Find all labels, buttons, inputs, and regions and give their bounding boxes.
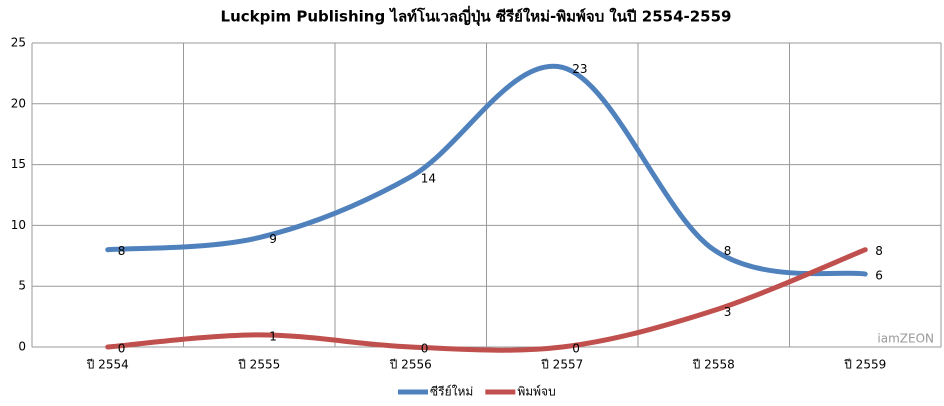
data-label: 0 [421, 342, 429, 356]
data-label: 9 [269, 232, 277, 246]
y-tick-label: 15 [11, 157, 26, 171]
y-tick-label: 0 [18, 340, 26, 354]
data-label: 0 [572, 342, 580, 356]
watermark: iamZEON [877, 332, 934, 346]
x-tick-label: ปี 2555 [238, 358, 281, 372]
y-tick-label: 10 [11, 218, 26, 232]
y-tick-label: 25 [11, 36, 26, 50]
data-label: 6 [875, 269, 883, 283]
data-label: 8 [118, 244, 126, 258]
x-tick-label: ปี 2556 [389, 358, 432, 372]
series-line [105, 63, 868, 277]
data-label: 8 [724, 244, 732, 258]
chart-title: Luckpim Publishing ไลท์โนเวลญี่ปุ่น ซีรี… [221, 6, 732, 27]
data-label: 8 [875, 244, 883, 258]
data-label: 0 [118, 342, 126, 356]
x-tick-label: ปี 2558 [692, 358, 735, 372]
x-tick-label: ปี 2559 [844, 358, 887, 372]
data-label: 23 [572, 62, 587, 76]
y-tick-label: 5 [18, 279, 26, 293]
legend-label: ซีรีย์ใหม่ [430, 385, 473, 399]
y-tick-label: 20 [11, 96, 26, 110]
data-label: 14 [421, 171, 436, 185]
series-line [105, 247, 868, 353]
legend-label: พิมพ์จบ [517, 385, 555, 399]
x-tick-label: ปี 2557 [541, 358, 584, 372]
x-tick-label: ปี 2554 [86, 358, 129, 372]
data-label: 1 [269, 329, 277, 343]
data-label: 3 [724, 305, 732, 319]
